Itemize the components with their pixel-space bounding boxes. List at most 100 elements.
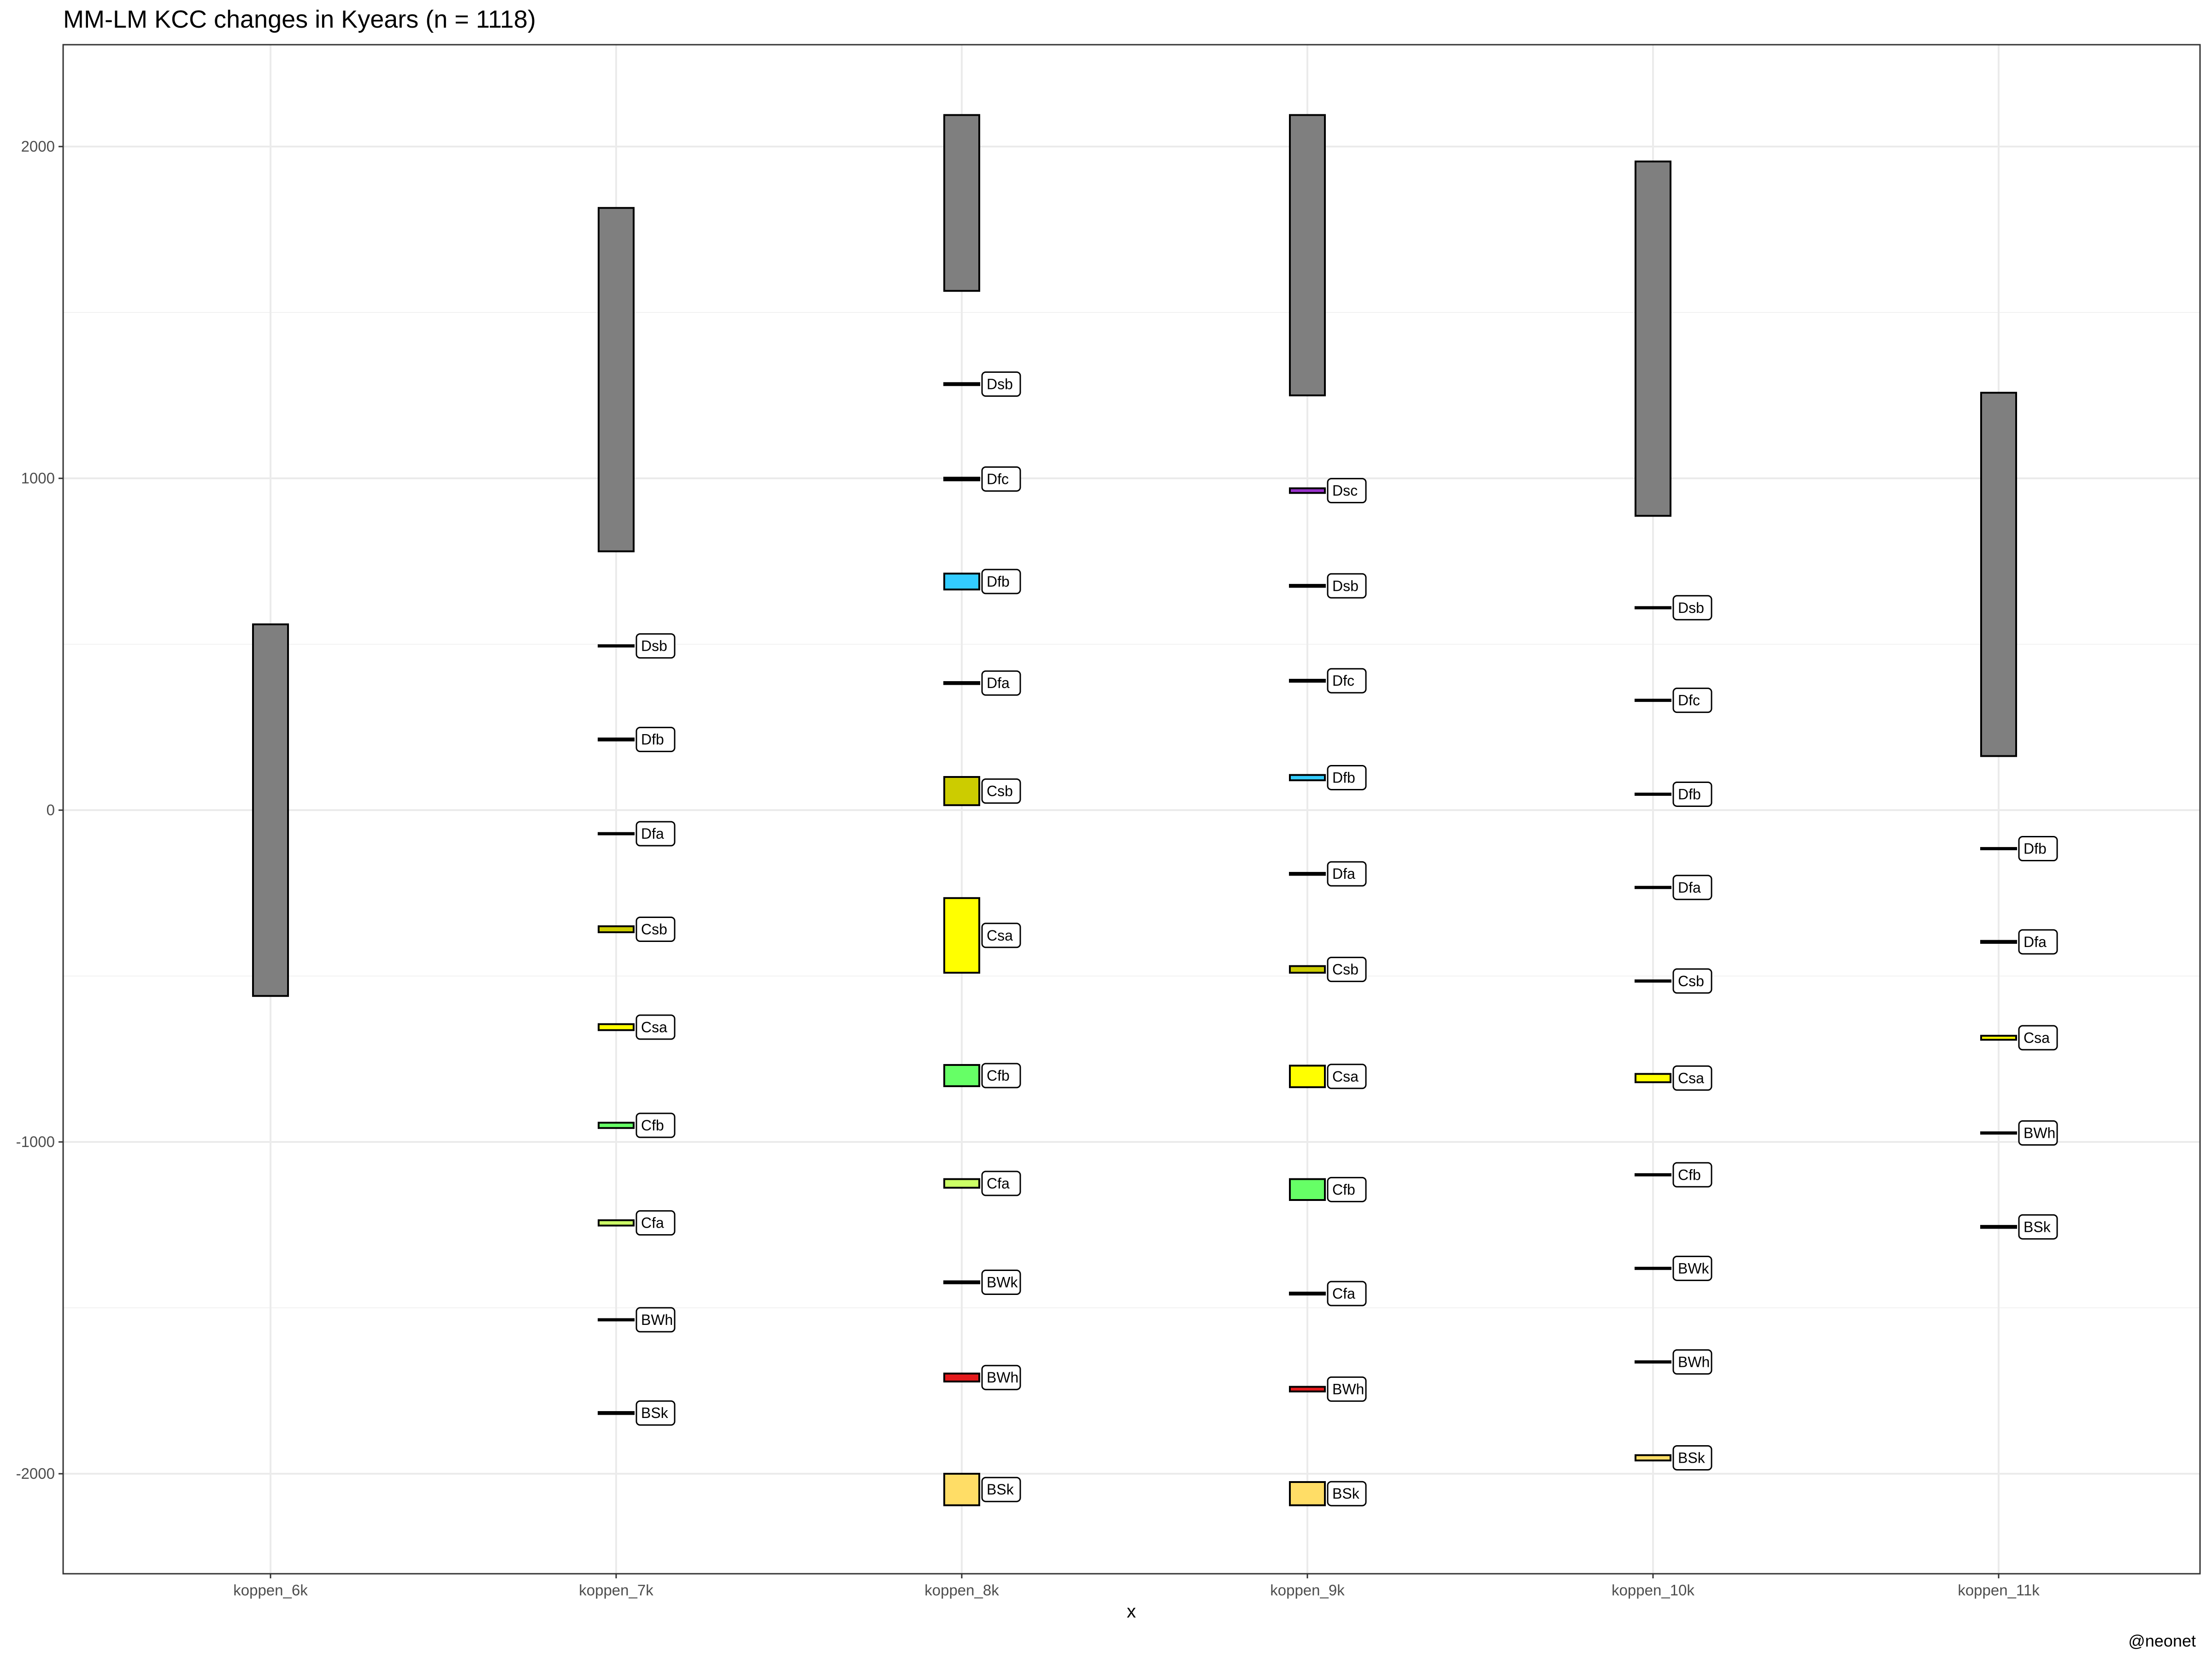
bar-label-box (981, 1063, 1021, 1088)
bar-label-text: Csa (987, 927, 1013, 944)
bar (598, 1023, 635, 1031)
bar (1289, 1386, 1326, 1393)
bar-label: BSk (1672, 1445, 1712, 1471)
bar-label-text: BSk (987, 1481, 1014, 1498)
bar-label-box (1327, 765, 1367, 790)
bar-label-box (1327, 1481, 1367, 1506)
bar-label-box (1327, 1376, 1367, 1402)
bar (1289, 1065, 1326, 1088)
bar-label-box (1672, 875, 1712, 900)
x-tick-label: koppen_10k (1612, 1582, 1694, 1599)
bar (598, 737, 635, 741)
bar-label-box (1327, 1064, 1367, 1089)
bar-label-text: Cfa (641, 1215, 664, 1231)
bar-label: Cfb (981, 1063, 1021, 1088)
bar (943, 1473, 980, 1506)
bar-label-text: Csa (2024, 1030, 2050, 1046)
bar-label-text: Csa (641, 1019, 667, 1035)
bar-label: Dfa (2018, 929, 2058, 955)
bar (598, 832, 635, 835)
y-tick-label: -1000 (16, 1133, 55, 1150)
bar-label-box (1672, 781, 1712, 807)
bar (1635, 793, 1671, 796)
bar (1635, 1266, 1671, 1270)
bar-label-text: BWh (1678, 1353, 1710, 1370)
bar-label-box (981, 466, 1021, 492)
bar (1635, 886, 1671, 889)
bar-label: Cfb (1327, 1177, 1367, 1202)
bar-label-box (1327, 478, 1367, 504)
bar-label: Dfb (1327, 765, 1367, 790)
bar-label: Dfb (1672, 781, 1712, 807)
bar (1635, 1454, 1671, 1462)
bar (1635, 1173, 1671, 1177)
bar (943, 681, 980, 685)
x-axis-title: x (1127, 1601, 1136, 1622)
bar (1289, 1178, 1326, 1201)
bar (1289, 114, 1326, 397)
bar-label-box (981, 1365, 1021, 1390)
bar-label-box (635, 727, 676, 753)
bar (1635, 606, 1671, 610)
bar-label-text: Cfb (987, 1067, 1010, 1084)
bar-label-text: BSk (1332, 1485, 1360, 1502)
bar (1289, 679, 1326, 683)
bar-label-text: Csb (987, 783, 1013, 800)
bar-label: BWh (635, 1307, 676, 1333)
bar-label-box (1672, 1445, 1712, 1471)
bar (943, 1178, 980, 1189)
bar-label: BSk (2018, 1214, 2058, 1240)
bar-label-box (981, 923, 1021, 948)
bar-label-box (2018, 1214, 2058, 1240)
bar-label: Cfa (635, 1210, 676, 1236)
bar-label: Dfb (635, 727, 676, 753)
bar (598, 644, 635, 648)
bar-label-text: Csb (1332, 961, 1359, 978)
bar-label: Csb (635, 916, 676, 942)
bar (1289, 1481, 1326, 1506)
bar-label-text: Csa (1678, 1070, 1704, 1086)
bar-label-box (981, 1270, 1021, 1295)
bar-label-text: Dfa (1678, 879, 1701, 896)
bar-label-box (1327, 957, 1367, 982)
bar-label: Csa (635, 1014, 676, 1040)
bar-label: Csb (1327, 957, 1367, 982)
bar-label-box (635, 1210, 676, 1236)
bar-label-box (2018, 1025, 2058, 1051)
bar (1980, 1225, 2017, 1229)
bar-label-box (1672, 595, 1712, 621)
y-tick-label: 1000 (21, 470, 55, 487)
bar-label: Dsc (1327, 478, 1367, 504)
y-axis: -2000 -1000 0 1000 2000 (16, 138, 63, 1482)
bar-label-box (1672, 1162, 1712, 1188)
bar-label-box (1672, 1349, 1712, 1375)
chart-title: MM-LM KCC changes in Kyears (n = 1118) (63, 6, 536, 33)
bar-label-box (1672, 1065, 1712, 1091)
x-tick-label: koppen_6k (233, 1582, 308, 1599)
bar-label: Cfa (981, 1171, 1021, 1196)
bar (598, 1411, 635, 1415)
y-tick-label: 0 (47, 801, 55, 818)
x-tick-label: koppen_11k (1958, 1582, 2040, 1599)
x-axis: koppen_6k koppen_7k koppen_8k koppen_9k kopp… (233, 1574, 2040, 1599)
bar-label: Csb (1672, 968, 1712, 994)
bar (252, 623, 289, 997)
bar-label-box (981, 1477, 1021, 1502)
bar (1289, 487, 1326, 494)
bar-label-box (1327, 573, 1367, 599)
bar-label: Dfb (2018, 836, 2058, 862)
bar-label-text: Cfb (641, 1117, 664, 1134)
bar-label-text: BWk (987, 1274, 1018, 1291)
bar-label: Dfc (981, 466, 1021, 492)
bar-label-box (635, 916, 676, 942)
bar-label: Csa (981, 923, 1021, 948)
bar-label-box (1672, 688, 1712, 713)
bar-label: Csb (981, 778, 1021, 804)
bar-label-text: Dfa (641, 825, 664, 842)
bar-label-text: BWk (1678, 1260, 1710, 1277)
bar-label-box (2018, 1120, 2058, 1146)
bar (1289, 965, 1326, 974)
bar (1980, 847, 2017, 850)
bar-label-text: Dfb (1678, 786, 1701, 802)
bar-label-text: Dfc (987, 471, 1009, 487)
